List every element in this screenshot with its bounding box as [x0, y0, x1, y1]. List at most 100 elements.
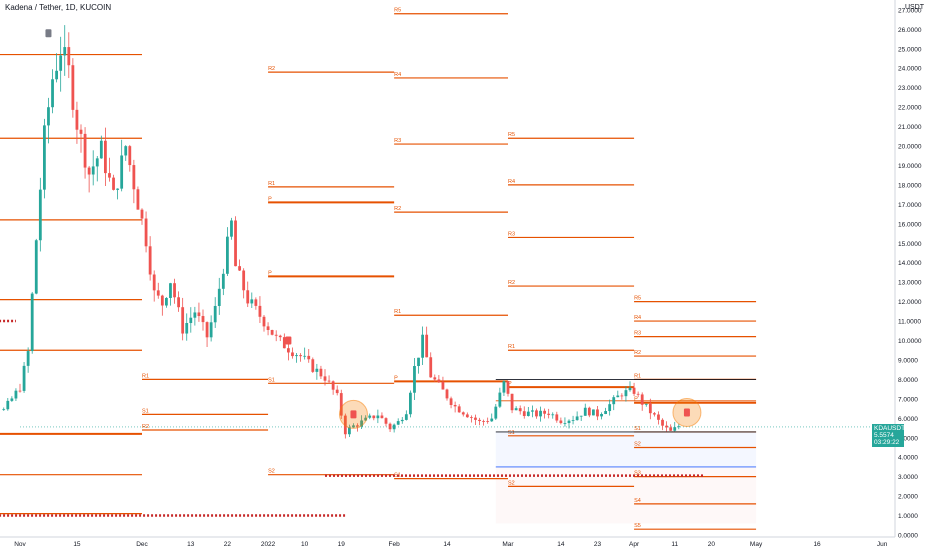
candle-body-19060	[539, 410, 542, 417]
candle-body-18999	[291, 352, 294, 357]
candle-body-19010	[335, 389, 339, 394]
candle-body-19094	[677, 426, 681, 428]
candle-body-18963	[144, 218, 148, 247]
pivot-label-3-3: S1	[268, 377, 275, 383]
time-tick-10: Mar	[502, 541, 514, 548]
candle-body-18928	[2, 409, 6, 411]
candle-body-18981	[217, 288, 221, 306]
candle-body-19041	[461, 412, 465, 415]
candle-body-19064	[555, 414, 559, 421]
time-tick-17: 16	[813, 541, 821, 548]
candle-body-19022	[384, 418, 388, 424]
pivot-label-2-2: S1	[142, 408, 149, 414]
price-axis: 27.0000 26.0000 25.0000 24.0000 23.0000 22.00…	[894, 0, 922, 540]
candle-body-18989	[250, 299, 254, 304]
candle-body-19083	[632, 387, 636, 394]
candle-body-19058	[531, 410, 534, 412]
currency-label: USDT	[904, 4, 924, 11]
price-tick-17: 10.0000	[898, 338, 922, 345]
candle-body-19027	[404, 414, 408, 420]
time-tick-16: May	[750, 541, 763, 548]
candle-body-18959	[128, 146, 132, 166]
candle-body-19020	[376, 415, 380, 419]
candle-body-19005	[315, 368, 319, 372]
candle-body-19047	[486, 421, 490, 422]
pivot-label-4-0: P	[268, 270, 272, 276]
candles	[2, 25, 681, 439]
candle-body-19012	[343, 415, 347, 435]
pivot-label-7-7: S2	[634, 441, 641, 447]
candle-body-19067	[567, 420, 571, 424]
candle-body-18942	[59, 55, 63, 71]
candle-body-19013	[348, 427, 351, 435]
pivot-label-7-1: R4	[634, 315, 641, 321]
price-tick-23: 4.0000	[898, 455, 918, 462]
candle-body-19059	[535, 410, 538, 417]
time-tick-8: Feb	[389, 541, 401, 548]
candle-body-19031	[421, 334, 424, 358]
price-tick-9: 18.0000	[898, 182, 922, 189]
candle-body-19081	[624, 390, 628, 397]
candle-body-18940	[51, 79, 54, 108]
candle-body-18987	[242, 270, 246, 291]
candle-body-19043	[470, 417, 473, 419]
pivot-label-5-5: P	[394, 375, 398, 381]
candle-body-19053	[510, 393, 514, 411]
candle-body-18934	[26, 351, 30, 366]
candle-body-19004	[311, 359, 315, 372]
candle-body-18951	[95, 158, 99, 167]
candle-body-19007	[323, 376, 327, 381]
candle-body-19029	[413, 366, 416, 393]
candle-body-18941	[55, 70, 58, 80]
candle-body-19084	[636, 393, 640, 395]
candle-body-19091	[665, 425, 668, 428]
price-tick-7: 20.0000	[898, 144, 922, 151]
candle-body-19051	[502, 381, 506, 393]
candle-body-19063	[551, 414, 555, 416]
candle-body-19046	[482, 421, 485, 422]
candle-body-19018	[368, 415, 372, 418]
candle-body-18971	[177, 297, 180, 308]
pivot-label-7-8: S3	[634, 471, 641, 477]
candle-body-18991	[258, 305, 262, 317]
price-tick-12: 15.0000	[898, 241, 922, 248]
pivot-label-6-3: R2	[508, 280, 515, 286]
candle-body-19089	[657, 414, 660, 420]
candle-body-19085	[640, 394, 644, 405]
dotted-support-lines	[0, 319, 704, 517]
candle-body-18952	[99, 140, 103, 159]
chart-markers	[45, 29, 702, 429]
candle-body-18939	[47, 107, 50, 126]
candle-body-19003	[307, 355, 311, 360]
candle-body-19062	[547, 413, 551, 415]
candle-body-19039	[453, 404, 457, 407]
candle-body-19040	[457, 406, 461, 413]
pivot-label-7-9: S4	[634, 498, 641, 504]
time-tick-1: 15	[73, 541, 81, 548]
price-tick-20: 7.0000	[898, 396, 918, 403]
candle-body-19065	[559, 420, 563, 424]
candle-body-19050	[498, 392, 502, 407]
candle-body-19026	[400, 419, 404, 422]
candle-body-19002	[303, 355, 307, 357]
candle-body-19006	[319, 368, 323, 377]
time-tick-2: Dec	[136, 541, 148, 548]
event-flag-3	[683, 408, 690, 417]
candle-body-18962	[140, 209, 144, 219]
candle-body-19070	[579, 415, 583, 417]
price-tick-21: 6.0000	[898, 416, 918, 423]
candle-body-19079	[616, 395, 620, 398]
price-tick-24: 3.0000	[898, 474, 918, 481]
candle-body-18954	[108, 173, 111, 178]
candle-body-18968	[165, 297, 168, 306]
candle-body-18967	[160, 295, 164, 306]
candle-body-18985	[234, 220, 237, 267]
pivot-label-6-5: P	[508, 381, 512, 387]
price-badge-countdown: 03:29:22	[874, 438, 900, 446]
price-tick-22: 5.0000	[898, 435, 918, 442]
price-tick-6: 21.0000	[898, 124, 922, 131]
price-tick-0: 27.0000	[898, 7, 922, 14]
time-tick-13: Apr	[629, 541, 640, 548]
candle-body-18937	[38, 189, 42, 241]
